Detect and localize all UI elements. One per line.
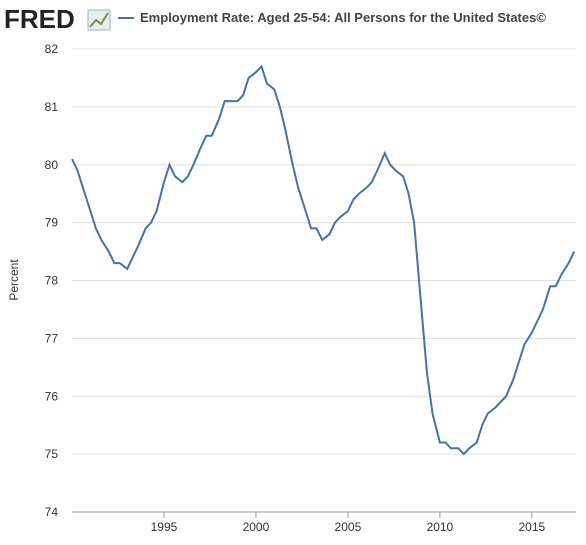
- y-tick-label: 77: [45, 331, 59, 345]
- y-tick-label: 82: [45, 42, 59, 56]
- y-tick-label: 80: [45, 158, 59, 172]
- y-tick-label: 76: [45, 389, 59, 403]
- y-tick-label: 79: [45, 216, 59, 230]
- y-tick-label: 75: [45, 447, 59, 461]
- y-tick-label: 74: [45, 505, 59, 519]
- x-tick-label: 2000: [243, 520, 270, 534]
- logo-icon: [87, 9, 111, 31]
- x-tick-label: 2015: [519, 520, 546, 534]
- data-line: [71, 64, 576, 456]
- x-tick-label: 1995: [151, 520, 178, 534]
- x-tick-label: 2010: [427, 520, 454, 534]
- y-tick-label: 78: [45, 274, 59, 288]
- y-tick-label: 81: [45, 100, 59, 114]
- y-axis-label: Percent: [7, 259, 21, 301]
- logo: FRED: [4, 4, 75, 34]
- x-tick-label: 2005: [335, 520, 362, 534]
- legend-label: Employment Rate: Aged 25-54: All Persons…: [140, 10, 546, 25]
